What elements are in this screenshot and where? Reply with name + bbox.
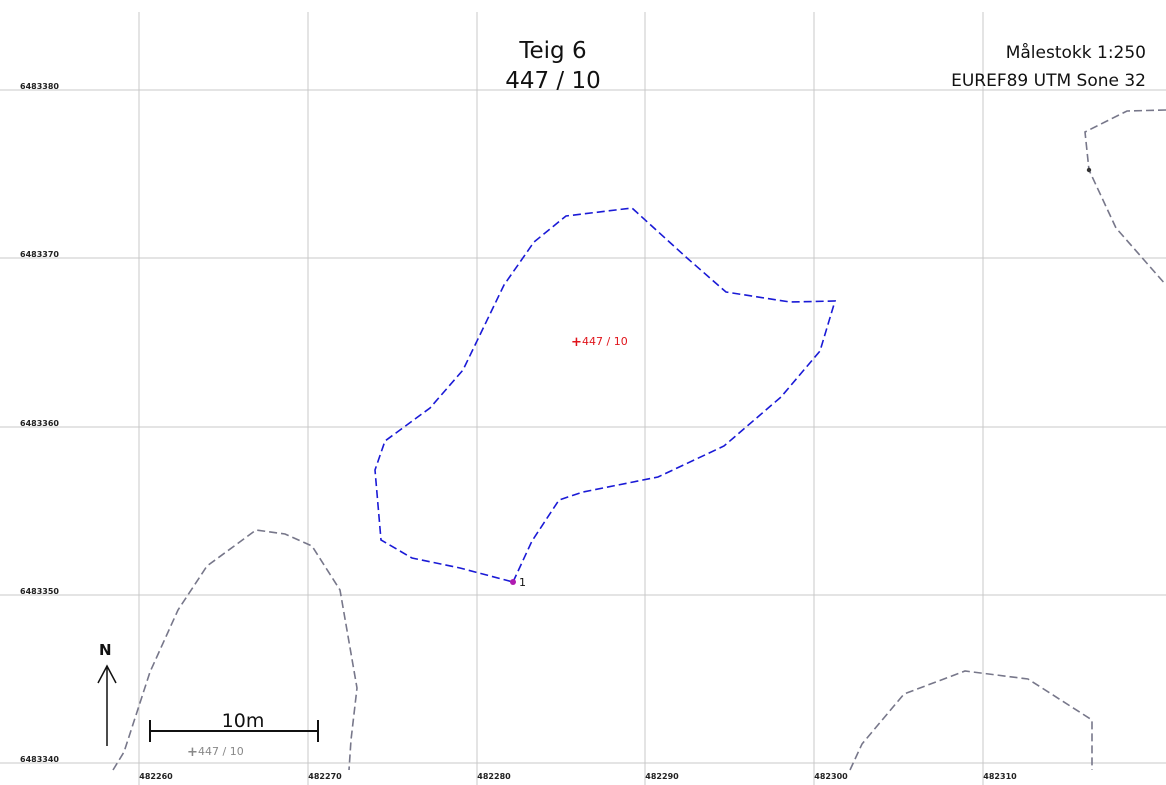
northing-label: 6483360 <box>20 419 59 428</box>
scale-bar-label: 10m <box>221 710 265 732</box>
boundary-point-label: 1 <box>519 576 526 589</box>
easting-label: 482260 <box>139 772 173 781</box>
easting-label: 482290 <box>645 772 679 781</box>
north-arrow-label: N <box>99 641 112 659</box>
parcel-centroid-label: 447 / 10 <box>582 335 628 348</box>
northing-label: 6483380 <box>20 82 59 91</box>
parcel-centroid: + 447 / 10 <box>571 335 628 350</box>
map-meta: Målestokk 1:250 EUREF89 UTM Sone 32 <box>951 39 1146 95</box>
neighbor-centroid: + 447 / 10 <box>187 745 244 760</box>
north-arrow-icon <box>97 664 117 746</box>
map-title-parcel-id: 447 / 10 <box>505 68 601 94</box>
neighbor-vertex-point <box>1086 167 1092 173</box>
neighbor-boundary-bottom-right <box>849 670 1093 771</box>
easting-label: 482280 <box>477 772 511 781</box>
neighbor-centroid-label: 447 / 10 <box>198 745 244 758</box>
northing-label: 6483340 <box>20 755 59 764</box>
map-scale-text: Målestokk 1:250 <box>1005 43 1146 63</box>
boundary-point-marker <box>510 579 516 585</box>
easting-label: 482300 <box>814 772 848 781</box>
northing-label: 6483370 <box>20 250 59 259</box>
parcel-centroid-plus-icon: + <box>571 335 582 350</box>
grid-lines <box>0 12 1166 785</box>
scale-bar <box>149 720 319 742</box>
map-crs-text: EUREF89 UTM Sone 32 <box>951 71 1146 91</box>
parcel-boundary <box>374 207 837 583</box>
northing-label: 6483350 <box>20 587 59 596</box>
neighbor-boundary-top-right <box>1084 109 1166 286</box>
easting-label: 482310 <box>983 772 1017 781</box>
neighbor-boundary-left <box>112 529 358 771</box>
map-title: Teig 6 447 / 10 <box>453 36 653 96</box>
easting-label: 482270 <box>308 772 342 781</box>
map-title-name: Teig 6 <box>519 38 587 64</box>
neighbor-centroid-plus-icon: + <box>187 745 198 760</box>
